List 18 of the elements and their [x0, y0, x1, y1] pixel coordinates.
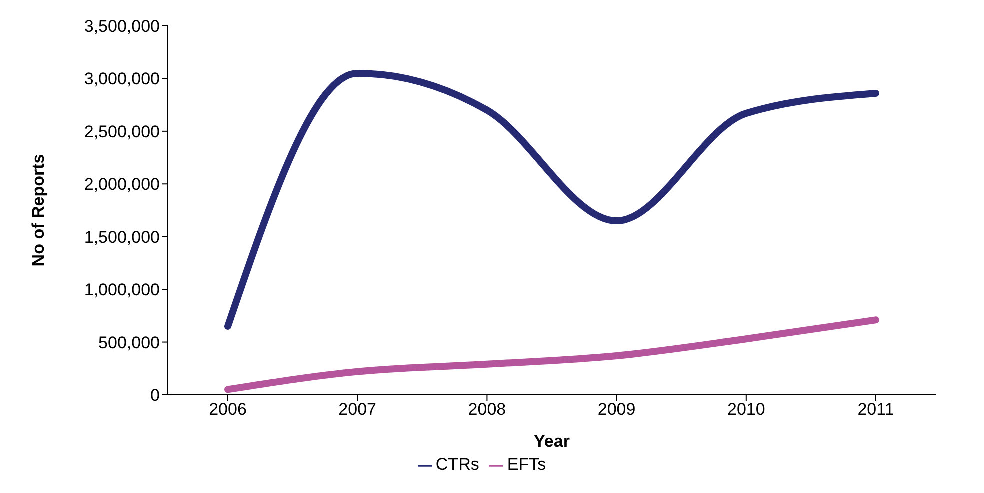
- x-tick-label: 2009: [598, 400, 636, 420]
- y-tick-label: 500,000: [98, 333, 160, 352]
- y-tick-label: 2,000,000: [84, 175, 160, 194]
- x-axis-title: Year: [534, 432, 570, 451]
- legend-label: CTRs: [436, 455, 480, 474]
- legend-label: EFTs: [507, 455, 546, 474]
- y-tick-label: 0: [150, 386, 160, 406]
- y-tick-label: 3,000,000: [84, 70, 160, 89]
- x-tick-label: 2007: [338, 400, 377, 420]
- y-tick-label: 3,500,000: [84, 17, 160, 36]
- y-tick-label: 1,500,000: [84, 228, 160, 247]
- x-tick-label: 2006: [209, 400, 247, 420]
- y-tick-label: 2,500,000: [84, 122, 160, 142]
- y-axis-title: No of Reports: [29, 154, 48, 267]
- y-tick-label: 1,000,000: [84, 280, 160, 300]
- x-tick-label: 2008: [468, 400, 506, 420]
- x-tick-label: 2011: [858, 400, 894, 420]
- x-tick-label: 2010: [727, 400, 766, 420]
